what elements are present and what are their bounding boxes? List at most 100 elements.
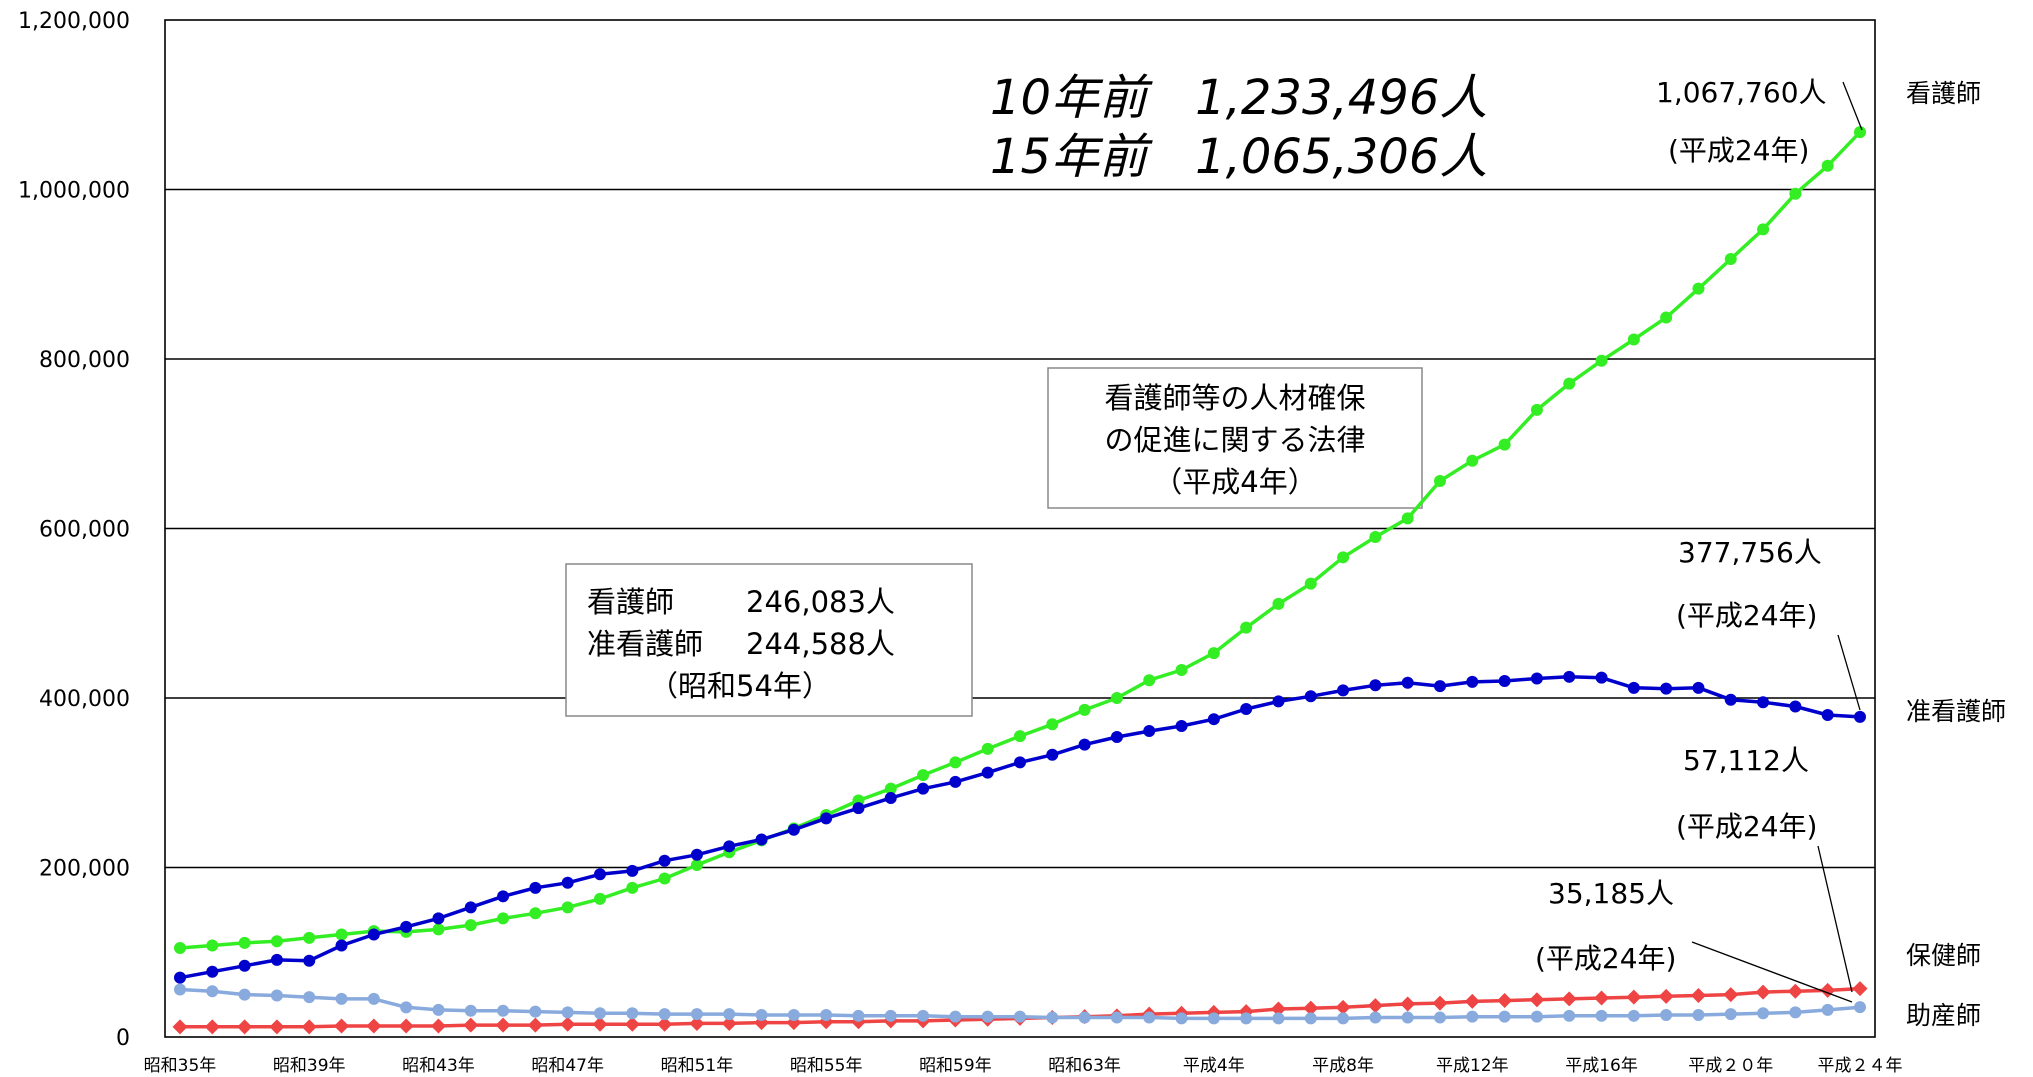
data-point (1852, 981, 1868, 997)
showa54-box-line3: （昭和54年） (649, 669, 831, 703)
data-point (270, 953, 283, 966)
data-point (949, 756, 962, 769)
data-point (1143, 1011, 1156, 1024)
series-0 (174, 126, 1866, 955)
series-lines (172, 126, 1868, 1035)
data-point (1497, 993, 1513, 1009)
x-tick-label: 平成２０年 (1688, 1056, 1773, 1076)
data-point (1821, 159, 1834, 172)
x-axis-ticks: 昭和35年 昭和39年 昭和43年 昭和47年 昭和51年 昭和55年 昭和59年 昭和63年… (144, 1056, 1903, 1076)
y-tick-label: 0 (116, 1026, 130, 1051)
data-point (1787, 983, 1803, 999)
data-point (1046, 1011, 1059, 1024)
series-label-assoc: 准看護師 (1906, 697, 2006, 726)
data-point (561, 901, 574, 914)
data-point (269, 1019, 285, 1035)
data-point (1854, 710, 1866, 723)
data-point (1110, 692, 1123, 704)
data-point (1724, 1008, 1737, 1021)
gridlines (165, 188, 1875, 869)
data-point (238, 959, 251, 972)
data-point (1464, 993, 1480, 1009)
data-point (1046, 718, 1059, 731)
data-point (626, 881, 639, 894)
data-point (1175, 1012, 1188, 1025)
data-point (723, 1008, 736, 1021)
data-point (1466, 675, 1479, 688)
data-point (1595, 354, 1608, 367)
data-point (1401, 676, 1414, 689)
data-point (1401, 1011, 1414, 1024)
x-tick-label: 昭和63年 (1048, 1056, 1121, 1076)
data-point (884, 782, 897, 795)
data-point (1530, 403, 1543, 416)
data-point (560, 1016, 576, 1032)
data-point (981, 742, 994, 755)
data-point (1627, 1009, 1640, 1022)
data-point (527, 1017, 543, 1033)
data-point (917, 769, 930, 782)
data-point (464, 919, 477, 932)
data-point (206, 939, 219, 952)
x-tick-label: 平成２４年 (1818, 1056, 1903, 1076)
data-point (1207, 713, 1220, 726)
data-point (658, 872, 671, 885)
data-point (690, 858, 703, 871)
data-point (1692, 681, 1705, 694)
law-box-line2: の促進に関する法律 (1104, 423, 1365, 457)
data-point (949, 775, 962, 788)
data-point (463, 1017, 479, 1033)
data-point (1434, 680, 1446, 693)
data-point (1854, 1001, 1866, 1014)
data-point (1014, 1010, 1026, 1023)
data-point (917, 1009, 930, 1022)
data-point (464, 1004, 477, 1017)
y-tick-label: 600,000 (39, 518, 130, 543)
showa54-box-value1: 246,083人 (746, 585, 895, 619)
data-point (689, 1015, 705, 1031)
data-point (1272, 695, 1285, 708)
law-box-line1: 看護師等の人材確保 (1104, 381, 1365, 415)
nurse-end-leader (1842, 81, 1863, 131)
data-point (1304, 577, 1317, 590)
data-point (1143, 725, 1156, 738)
data-point (917, 782, 930, 795)
data-point (303, 931, 316, 944)
data-point (303, 954, 316, 967)
data-point (1789, 1006, 1802, 1019)
data-point (334, 1018, 350, 1034)
data-point (1789, 187, 1802, 200)
data-point (366, 1018, 382, 1034)
data-point (1821, 1003, 1834, 1016)
data-point (432, 912, 445, 925)
data-point (335, 928, 348, 941)
data-point (721, 1015, 737, 1031)
data-point (658, 854, 671, 867)
data-point (624, 1016, 640, 1032)
x-tick-label: 昭和39年 (273, 1056, 346, 1076)
data-point (237, 1019, 253, 1035)
nurse-end-year: (平成24年) (1668, 134, 1809, 167)
data-point (723, 840, 736, 853)
data-point (1014, 730, 1026, 743)
data-point (432, 1003, 445, 1016)
data-point (1627, 333, 1640, 346)
data-point (1401, 512, 1414, 525)
data-point (1755, 984, 1771, 1000)
x-tick-label: 昭和47年 (531, 1056, 604, 1076)
data-point (981, 1010, 994, 1023)
y-tick-label: 400,000 (39, 687, 130, 712)
data-point (561, 1006, 574, 1019)
data-point (1240, 621, 1253, 634)
data-point (1143, 674, 1156, 687)
data-point (626, 1007, 639, 1020)
data-point (1854, 126, 1866, 139)
data-point (852, 1009, 865, 1022)
data-point (1272, 1012, 1285, 1025)
data-point (367, 992, 380, 1005)
data-point (495, 1017, 511, 1033)
data-point (755, 833, 768, 846)
data-point (1175, 719, 1188, 732)
data-point (432, 923, 445, 936)
